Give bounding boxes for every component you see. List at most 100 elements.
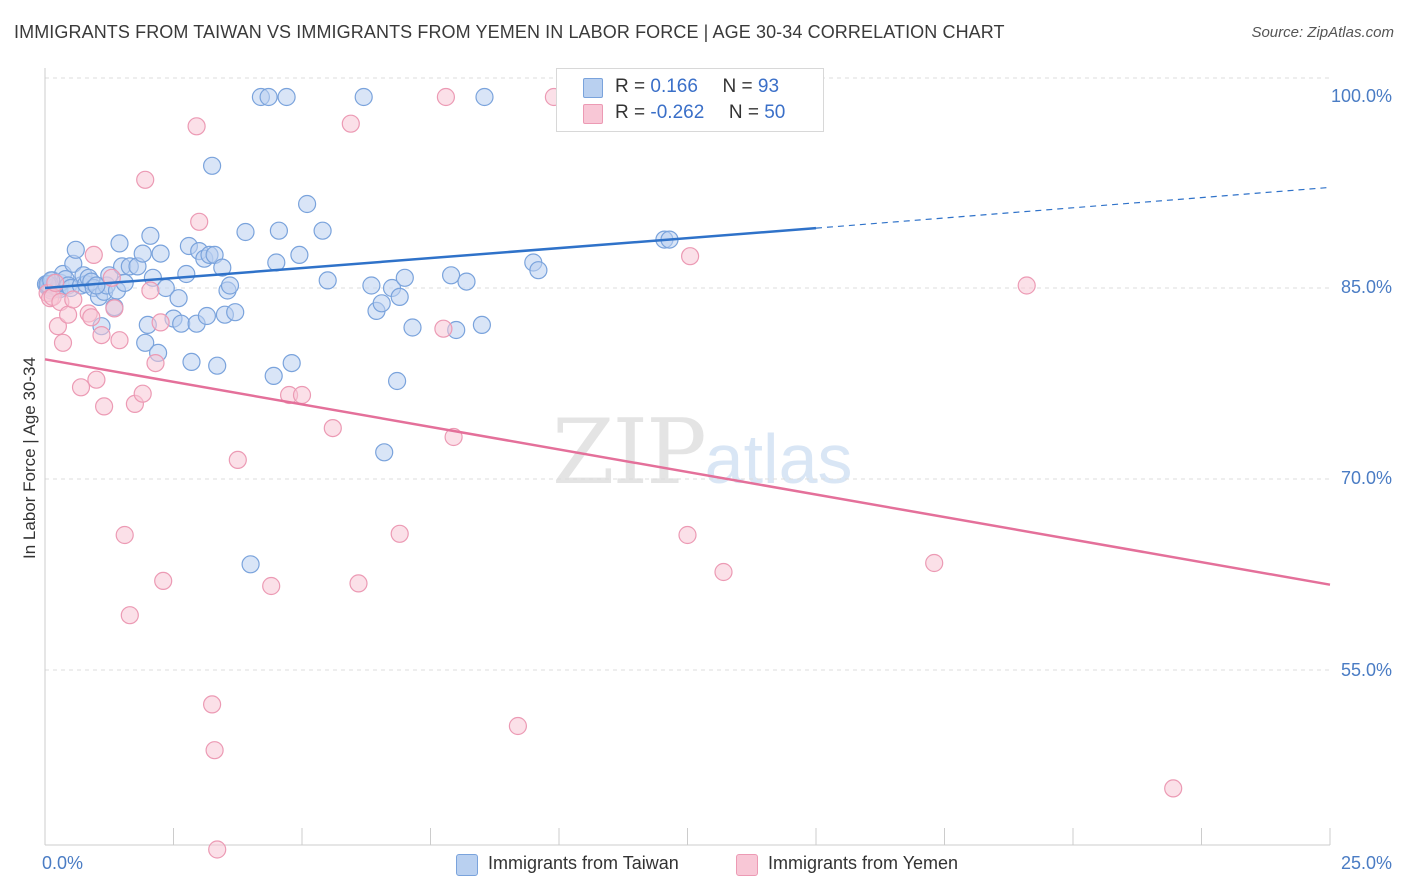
yemen-point	[87, 370, 106, 389]
taiwan-point	[259, 87, 278, 107]
taiwan-point	[269, 221, 288, 240]
x-tick-label-min: 0.0%	[42, 853, 84, 873]
yemen-point	[203, 695, 222, 714]
yemen-point	[390, 524, 409, 543]
yemen-point	[1164, 779, 1183, 798]
yemen-point	[71, 378, 91, 397]
taiwan-point	[457, 272, 476, 291]
taiwan-point	[264, 366, 283, 385]
taiwan-point	[277, 87, 296, 107]
yemen-point	[680, 247, 700, 266]
taiwan-point	[395, 268, 414, 287]
watermark-atlas: atlas	[704, 420, 853, 498]
yemen-point	[205, 741, 224, 760]
taiwan-point	[372, 294, 391, 313]
yemen-point	[187, 117, 206, 136]
yemen-point	[92, 326, 111, 345]
taiwan-swatch	[583, 78, 603, 98]
taiwan-point	[403, 318, 422, 337]
y-tick-label-85: 85.0%	[1340, 277, 1392, 297]
taiwan-point	[133, 244, 152, 263]
correlation-legend: R = 0.166 N = 93 R = -0.262 N = 50	[556, 68, 824, 132]
yemen-point	[714, 562, 733, 582]
gridlines	[45, 77, 1330, 671]
taiwan-series	[36, 87, 679, 574]
yemen-point	[678, 525, 697, 545]
yemen-point	[154, 571, 173, 591]
taiwan-point	[390, 287, 409, 306]
yemen-point	[1017, 276, 1036, 295]
taiwan-point	[151, 244, 170, 263]
yemen-point	[84, 245, 103, 264]
taiwan-point	[213, 258, 232, 277]
x-tick-label-max: 25.0%	[1340, 853, 1392, 873]
yemen-n-label: N =	[728, 102, 759, 123]
taiwan-point	[208, 356, 227, 375]
yemen-point	[434, 319, 453, 338]
yemen-point	[190, 212, 209, 231]
yemen-point	[925, 553, 944, 573]
yemen-point	[341, 114, 360, 133]
taiwan-point	[529, 261, 548, 280]
yemen-point	[436, 87, 455, 107]
yemen-trend-line	[44, 358, 1331, 586]
yemen-point	[48, 317, 68, 336]
taiwan-point	[226, 303, 245, 322]
source-credit: Source: ZipAtlas.com	[1251, 24, 1394, 41]
taiwan-point	[172, 314, 191, 333]
taiwan-point	[66, 240, 85, 259]
taiwan-point	[182, 352, 201, 371]
yemen-point	[94, 397, 114, 416]
yemen-point	[508, 716, 528, 736]
taiwan-point	[375, 443, 394, 462]
taiwan-point	[282, 354, 301, 373]
taiwan-trend-line	[44, 226, 817, 290]
y-axis-label: In Labor Force | Age 30-34	[20, 357, 39, 559]
y-tick-label-55: 55.0%	[1340, 660, 1392, 680]
yemen-point	[292, 385, 312, 405]
taiwan-point	[236, 222, 255, 242]
yemen-point	[82, 308, 101, 327]
yemen-point	[133, 384, 152, 403]
yemen-point	[323, 419, 342, 438]
taiwan-r-label: R =	[615, 76, 646, 97]
taiwan-point	[241, 555, 260, 574]
yemen-point	[228, 450, 247, 469]
taiwan-r-value: 0.166	[650, 76, 698, 97]
yemen-series	[38, 87, 1183, 859]
yemen-point	[146, 354, 165, 373]
taiwan-legend-swatch	[456, 854, 478, 876]
taiwan-point	[475, 87, 494, 107]
series-legend: Immigrants from Taiwan Immigrants from Y…	[0, 852, 1406, 878]
taiwan-point	[290, 245, 309, 264]
taiwan-point	[220, 276, 240, 295]
taiwan-trend-extension	[815, 186, 1331, 229]
taiwan-point	[318, 271, 337, 290]
taiwan-point	[136, 333, 155, 352]
yemen-point	[136, 170, 155, 189]
taiwan-point	[442, 266, 461, 285]
yemen-point	[208, 840, 227, 859]
taiwan-point	[472, 315, 491, 334]
yemen-point	[58, 305, 78, 324]
taiwan-point	[203, 156, 222, 175]
taiwan-n-label: N =	[722, 76, 753, 97]
taiwan-n-value: 93	[757, 76, 780, 97]
yemen-point	[141, 281, 160, 300]
taiwan-point	[141, 226, 160, 245]
axes	[44, 68, 1331, 846]
trend-lines	[44, 186, 1331, 586]
yemen-point	[349, 574, 368, 593]
yemen-point	[151, 313, 170, 332]
taiwan-point	[169, 289, 188, 308]
yemen-r-label: R =	[615, 102, 646, 123]
taiwan-point	[298, 194, 317, 214]
yemen-point	[105, 299, 124, 318]
taiwan-point	[177, 264, 196, 284]
yemen-point	[262, 576, 281, 596]
yemen-r-value: -0.262	[650, 102, 705, 123]
taiwan-point	[197, 306, 216, 326]
yemen-point	[115, 525, 134, 545]
yemen-legend-swatch	[736, 854, 758, 876]
